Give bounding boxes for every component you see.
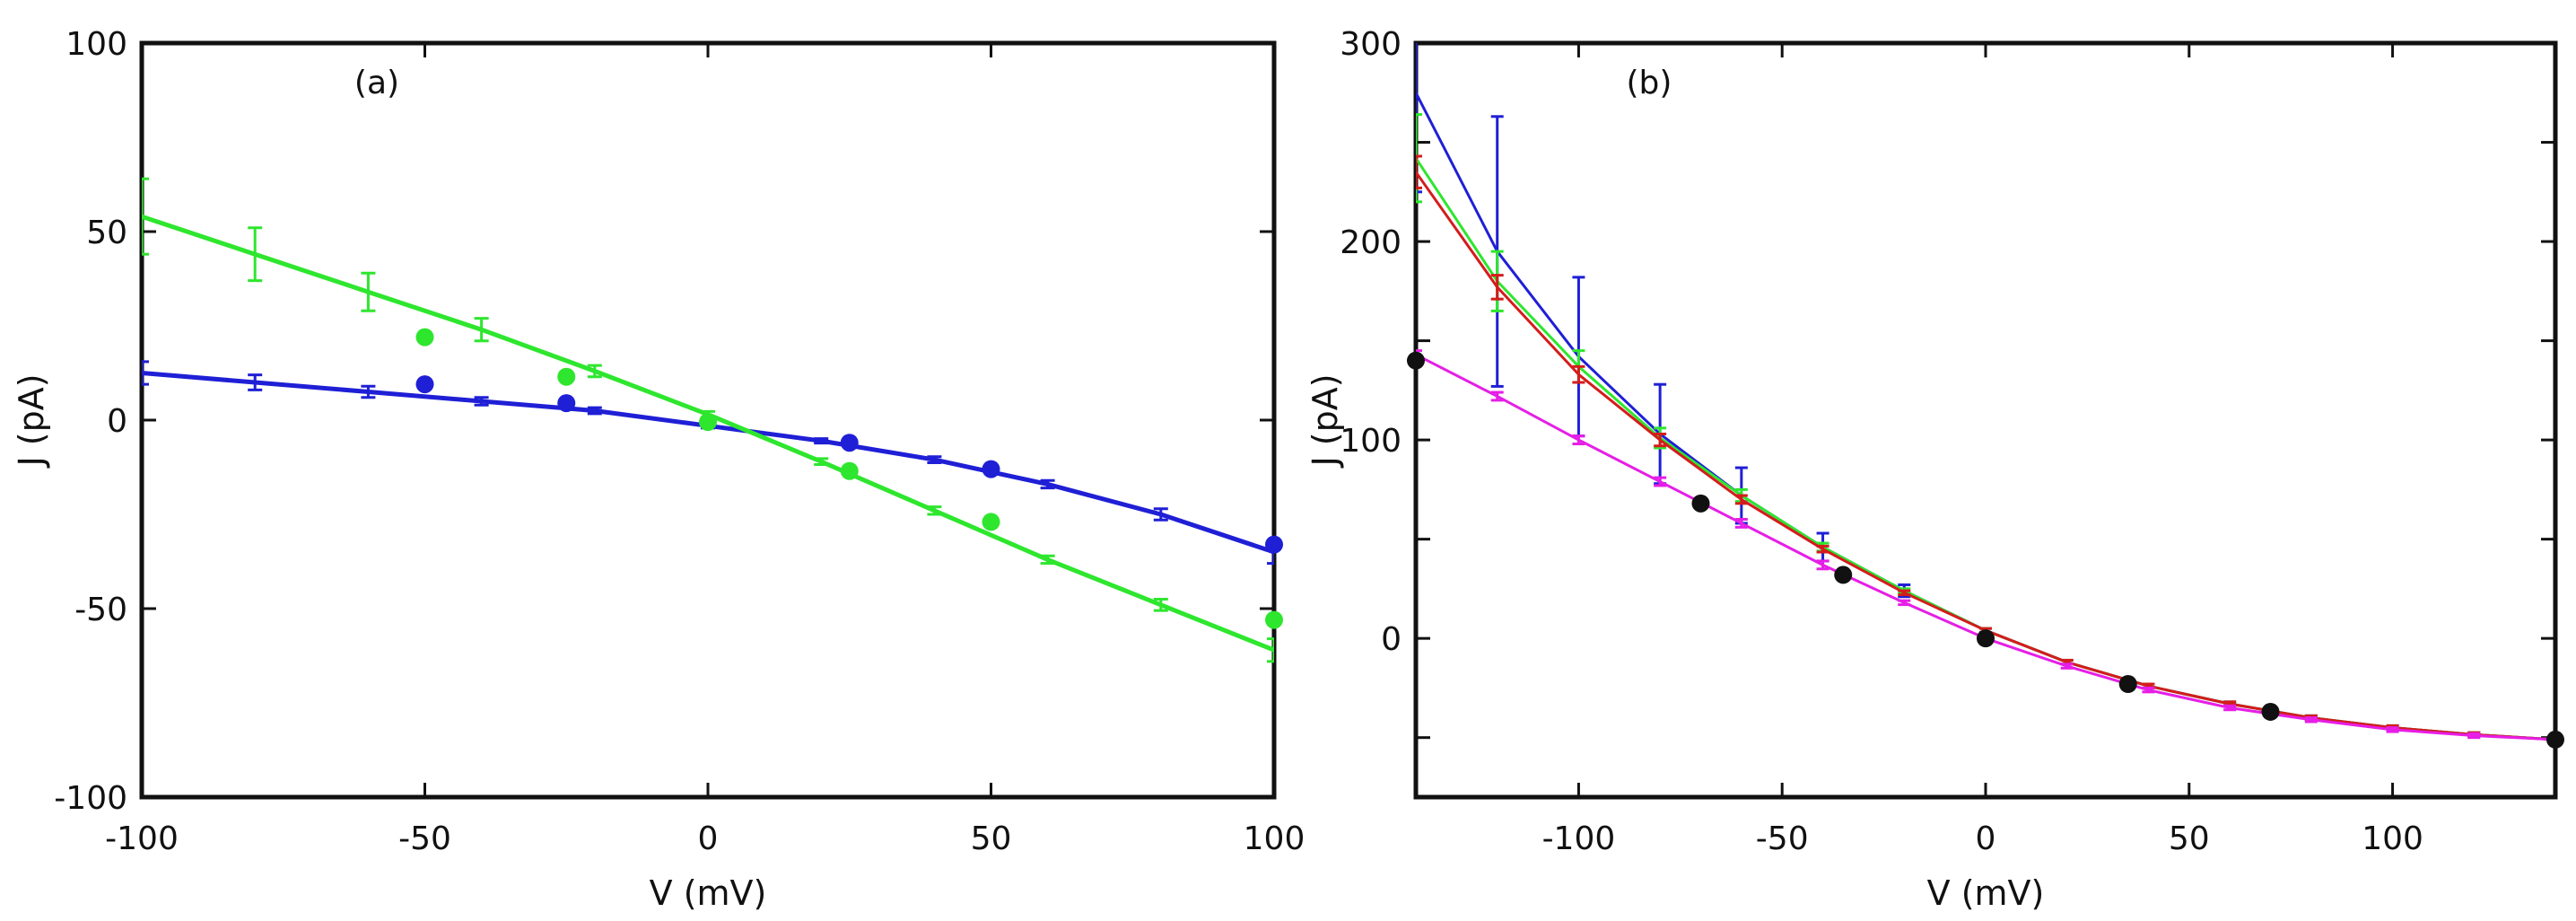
black-data-point <box>1691 494 1710 513</box>
x-tick-label: -100 <box>105 820 179 857</box>
y-tick-label: -100 <box>54 780 127 817</box>
black-data-point <box>2118 675 2137 693</box>
y-tick-label: -50 <box>74 592 127 628</box>
x-tick-label: 100 <box>2362 820 2423 857</box>
black-data-point <box>2546 730 2564 749</box>
green-data-point <box>699 413 717 432</box>
blue-data-point <box>1265 535 1283 554</box>
series-line-green <box>1416 157 2555 741</box>
x-tick-label: -50 <box>1756 820 1809 857</box>
y-tick-label: 200 <box>1340 224 1402 261</box>
x-tick-label: -100 <box>1542 820 1616 857</box>
panel-label: (a) <box>354 65 399 101</box>
y-tick-label: 100 <box>1340 423 1402 460</box>
black-data-point <box>1834 566 1853 584</box>
x-tick-label: 50 <box>2169 820 2210 857</box>
panel-b-chart: -100 -50 0 50 100 0 100 200 300 V (mV) J (pA) (b) <box>1305 26 2564 913</box>
series-line-magenta <box>1416 353 2555 741</box>
series-line-blue <box>142 371 1274 555</box>
series-line-red <box>1416 171 2555 741</box>
green-data-point <box>1265 610 1283 629</box>
black-data-point <box>1407 351 1425 370</box>
x-tick-label: 100 <box>1244 820 1305 857</box>
black-data-point <box>1977 629 1995 648</box>
y-axis-label: J (pA) <box>1305 373 1345 468</box>
blue-data-point <box>557 394 576 413</box>
x-tick-label: 0 <box>698 820 719 857</box>
green-data-point <box>415 328 434 346</box>
y-tick-label: 300 <box>1340 26 1402 63</box>
y-tick-label: 0 <box>107 403 127 440</box>
green-data-point <box>557 367 576 386</box>
x-tick-label: 50 <box>971 820 1012 857</box>
blue-data-point <box>982 460 1000 478</box>
panel-a-chart: -100 -50 0 50 100 -100 -50 0 50 100 V (mV) J (pA) (a… <box>12 26 1305 913</box>
x-axis-label: V (mV) <box>1927 873 2045 913</box>
plot-frame <box>1413 40 2558 800</box>
y-tick-label: 50 <box>86 215 127 251</box>
y-tick-label: 100 <box>65 26 127 63</box>
blue-data-point <box>415 375 434 394</box>
y-axis-label: J (pA) <box>12 373 51 468</box>
panel-label: (b) <box>1627 65 1672 101</box>
green-data-point <box>982 513 1000 531</box>
x-axis-label: V (mV) <box>650 873 767 913</box>
y-tick-label: 0 <box>1381 621 1402 658</box>
series-line-green <box>142 214 1274 653</box>
x-tick-label: 0 <box>1976 820 1996 857</box>
blue-data-point <box>840 434 859 452</box>
black-data-point <box>2261 702 2280 721</box>
green-data-point <box>840 461 859 480</box>
x-tick-label: -50 <box>398 820 451 857</box>
